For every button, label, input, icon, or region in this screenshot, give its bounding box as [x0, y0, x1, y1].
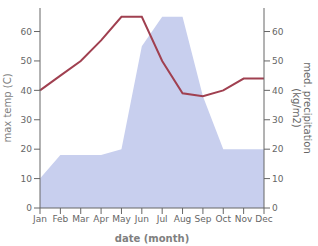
svg-text:Sep: Sep: [194, 214, 211, 224]
svg-text:50: 50: [272, 56, 284, 66]
svg-text:Jul: Jul: [156, 214, 168, 224]
svg-text:60: 60: [21, 27, 33, 37]
svg-text:40: 40: [21, 86, 33, 96]
svg-text:Apr: Apr: [93, 214, 109, 224]
svg-text:30: 30: [272, 115, 284, 125]
svg-text:Jun: Jun: [134, 214, 149, 224]
svg-text:date (month): date (month): [115, 233, 189, 244]
svg-text:max temp (C): max temp (C): [8, 73, 13, 142]
svg-text:Jan: Jan: [32, 214, 47, 224]
svg-text:May: May: [112, 214, 131, 224]
svg-text:Feb: Feb: [52, 214, 68, 224]
svg-text:20: 20: [272, 144, 284, 154]
svg-text:0: 0: [272, 203, 278, 213]
svg-text:30: 30: [21, 115, 33, 125]
svg-text:Dec: Dec: [255, 214, 272, 224]
svg-text:Mar: Mar: [72, 214, 89, 224]
svg-text:40: 40: [272, 86, 284, 96]
svg-text:10: 10: [21, 174, 33, 184]
svg-text:50: 50: [21, 56, 33, 66]
svg-text:med. precipitation(kg/m2): med. precipitation(kg/m2): [291, 62, 310, 154]
svg-text:Nov: Nov: [235, 214, 253, 224]
svg-text:10: 10: [272, 174, 284, 184]
svg-text:0: 0: [26, 203, 32, 213]
svg-text:20: 20: [21, 144, 33, 154]
svg-text:60: 60: [272, 27, 284, 37]
svg-text:Oct: Oct: [215, 214, 231, 224]
svg-text:Aug: Aug: [174, 214, 192, 224]
